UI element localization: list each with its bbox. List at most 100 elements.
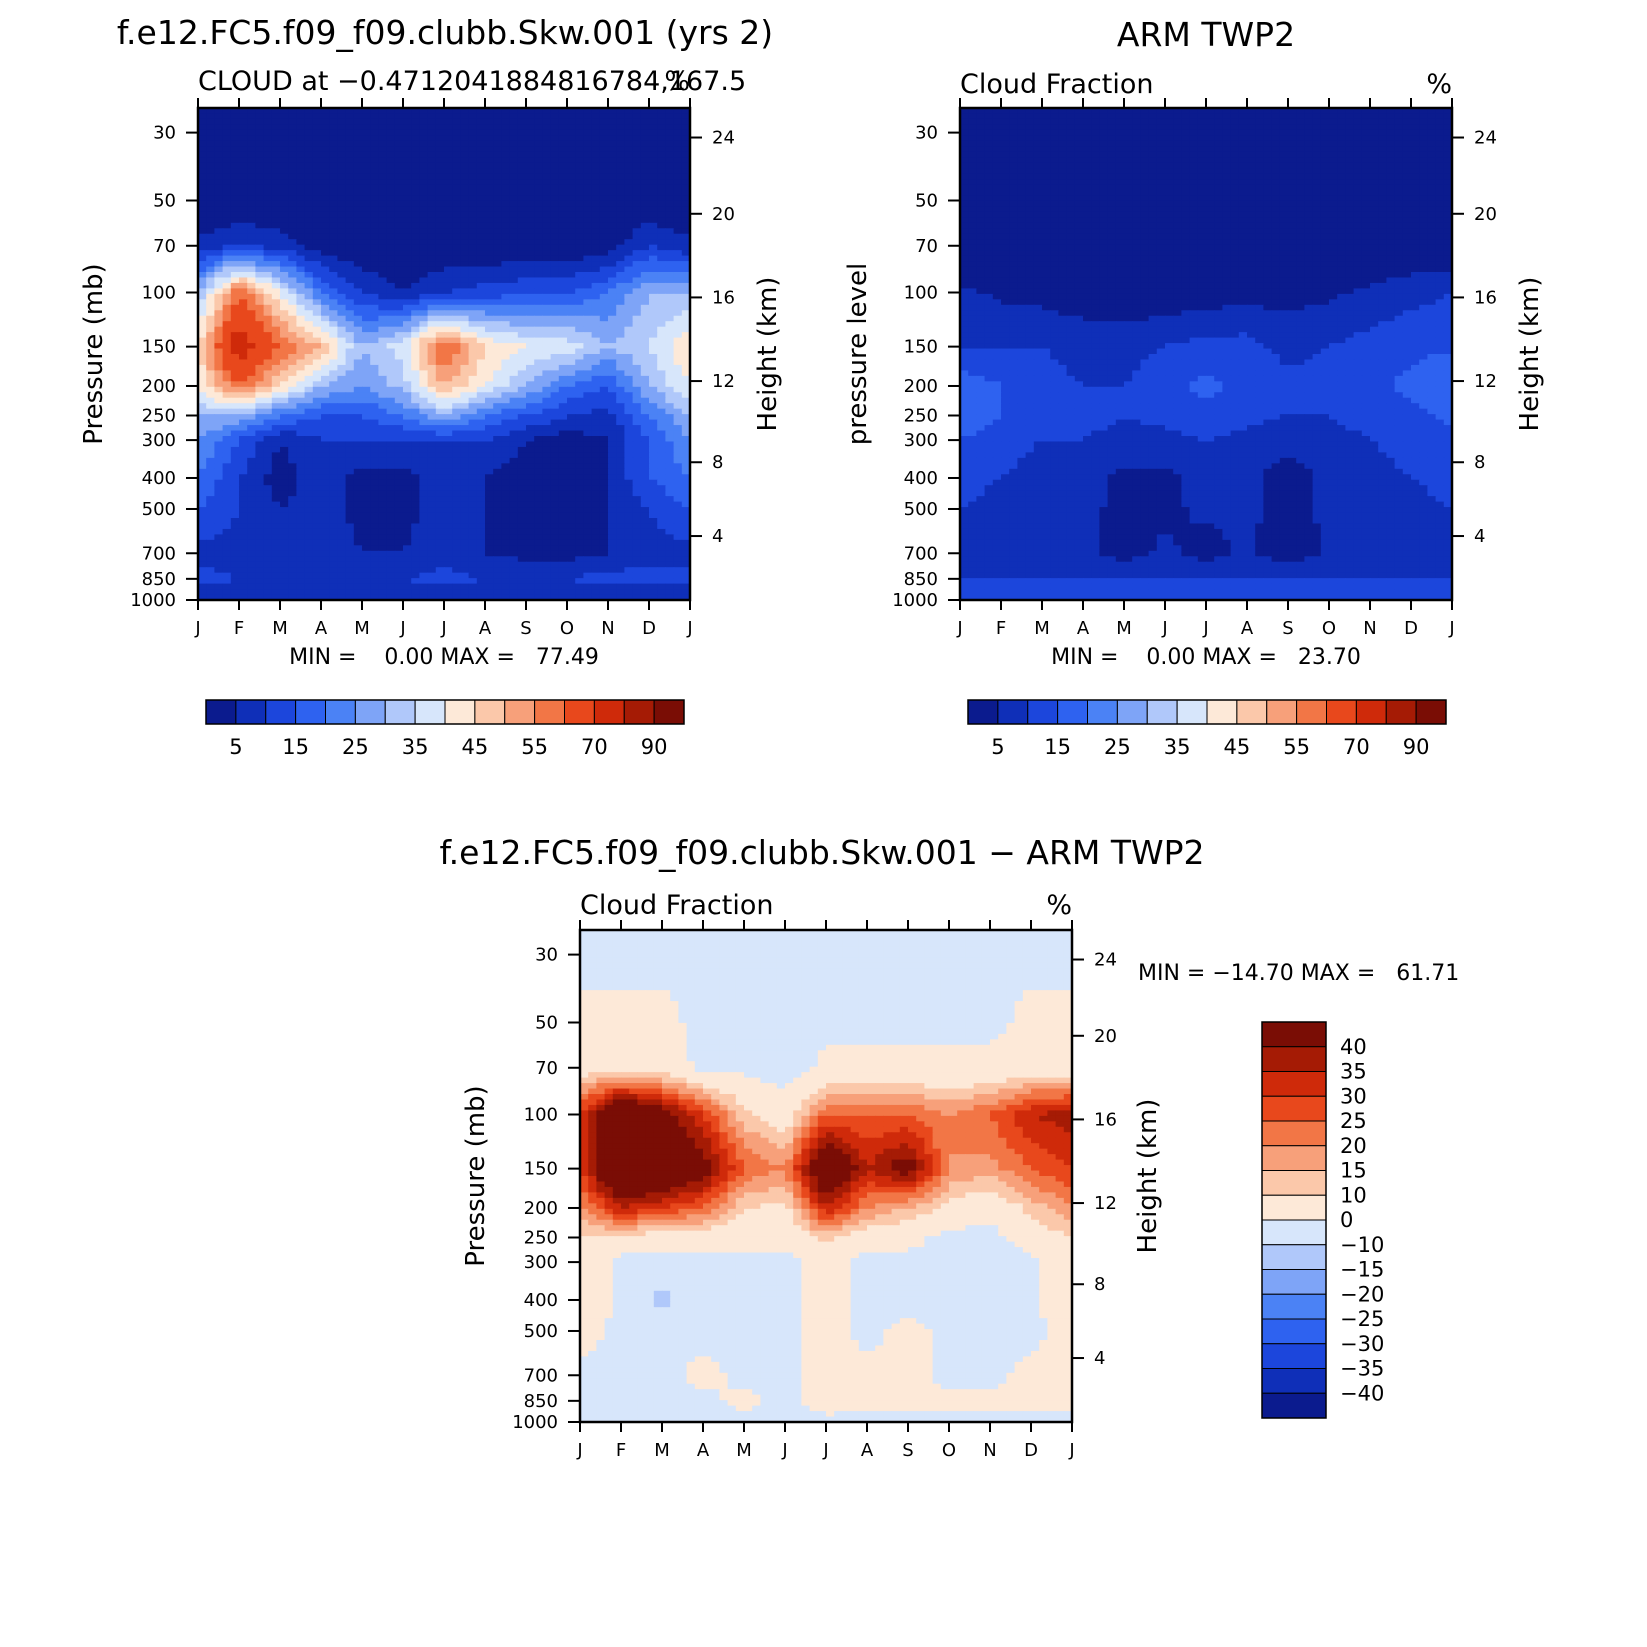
field-cell [378, 392, 388, 399]
field-cell [665, 528, 675, 535]
field-cell [378, 430, 388, 437]
field-cell [591, 118, 601, 125]
field-cell [624, 518, 634, 525]
field-cell [378, 386, 388, 393]
field-cell [460, 272, 470, 279]
field-cell [435, 261, 445, 268]
field-cell [378, 179, 388, 186]
field-cell [567, 550, 576, 557]
field-cell [493, 146, 502, 153]
field-cell [501, 474, 511, 481]
field-cell [230, 397, 240, 404]
field-cell [206, 479, 215, 486]
field-cell [198, 179, 207, 186]
field-cell [378, 250, 388, 257]
field-cell [271, 403, 281, 410]
field-cell [296, 359, 306, 366]
field-cell [198, 266, 207, 273]
field-cell [386, 195, 396, 202]
field-cell [476, 364, 486, 371]
field-cell [509, 441, 519, 448]
field-cell [329, 490, 338, 497]
field-cell [263, 463, 273, 470]
field-cell [345, 200, 355, 207]
field-cell [509, 217, 519, 224]
field-cell [493, 168, 502, 175]
field-cell [452, 364, 461, 371]
field-cell [247, 523, 256, 530]
field-cell [198, 343, 207, 350]
field-cell [640, 436, 650, 443]
field-cell [526, 359, 535, 366]
field-cell [345, 463, 355, 470]
field-cell [616, 217, 625, 224]
field-cell [353, 468, 363, 475]
field-cell [476, 370, 486, 377]
field-cell [411, 392, 420, 399]
field-cell [558, 354, 568, 361]
field-cell [534, 315, 543, 322]
field-cell [394, 190, 404, 197]
field-cell [616, 233, 625, 240]
field-cell [657, 299, 666, 306]
field-cell [608, 228, 617, 235]
field-cell [452, 392, 461, 399]
field-cell [501, 108, 511, 115]
field-cell [673, 222, 683, 229]
field-cell [362, 392, 371, 399]
field-cell [657, 468, 666, 475]
field-cell [485, 118, 494, 125]
field-cell [370, 381, 379, 388]
field-cell [575, 348, 584, 355]
field-cell [280, 272, 289, 279]
field-cell [280, 518, 289, 525]
field-cell [271, 507, 281, 514]
field-cell [411, 173, 420, 180]
field-cell [222, 129, 232, 136]
field-cell [239, 550, 248, 557]
field-cell [394, 124, 404, 131]
field-cell [255, 545, 265, 552]
field-cell [444, 140, 453, 147]
field-cell [214, 441, 224, 448]
field-cell [247, 228, 256, 235]
field-cell [362, 556, 371, 563]
field-cell [460, 173, 470, 180]
field-cell [550, 556, 560, 563]
field-cell [640, 348, 650, 355]
field-cell [632, 113, 642, 120]
field-cell [304, 184, 314, 191]
field-cell [526, 282, 535, 289]
field-cell [378, 151, 388, 158]
field-cell [476, 463, 486, 470]
field-cell [599, 272, 609, 279]
field-cell [558, 534, 568, 541]
field-cell [485, 113, 494, 120]
field-cell [673, 162, 683, 169]
field-cell [509, 528, 519, 535]
field-cell [649, 239, 658, 246]
field-cell [460, 261, 470, 268]
field-cell [214, 403, 224, 410]
field-cell [403, 518, 412, 525]
field-cell [206, 239, 215, 246]
field-cell [435, 321, 445, 328]
field-cell [542, 135, 552, 142]
field-cell [288, 419, 297, 426]
field-cell [362, 179, 371, 186]
field-cell [673, 332, 683, 339]
field-cell [247, 315, 256, 322]
field-cell [542, 108, 552, 115]
field-cell [526, 288, 535, 295]
field-cell [493, 118, 502, 125]
field-cell [460, 244, 470, 251]
field-cell [435, 381, 445, 388]
field-cell [444, 244, 453, 251]
field-cell [509, 534, 519, 541]
field-cell [411, 206, 420, 213]
field-cell [230, 233, 240, 240]
field-cell [427, 359, 437, 366]
field-cell [362, 135, 371, 142]
field-cell [345, 108, 355, 115]
field-cell [345, 392, 355, 399]
